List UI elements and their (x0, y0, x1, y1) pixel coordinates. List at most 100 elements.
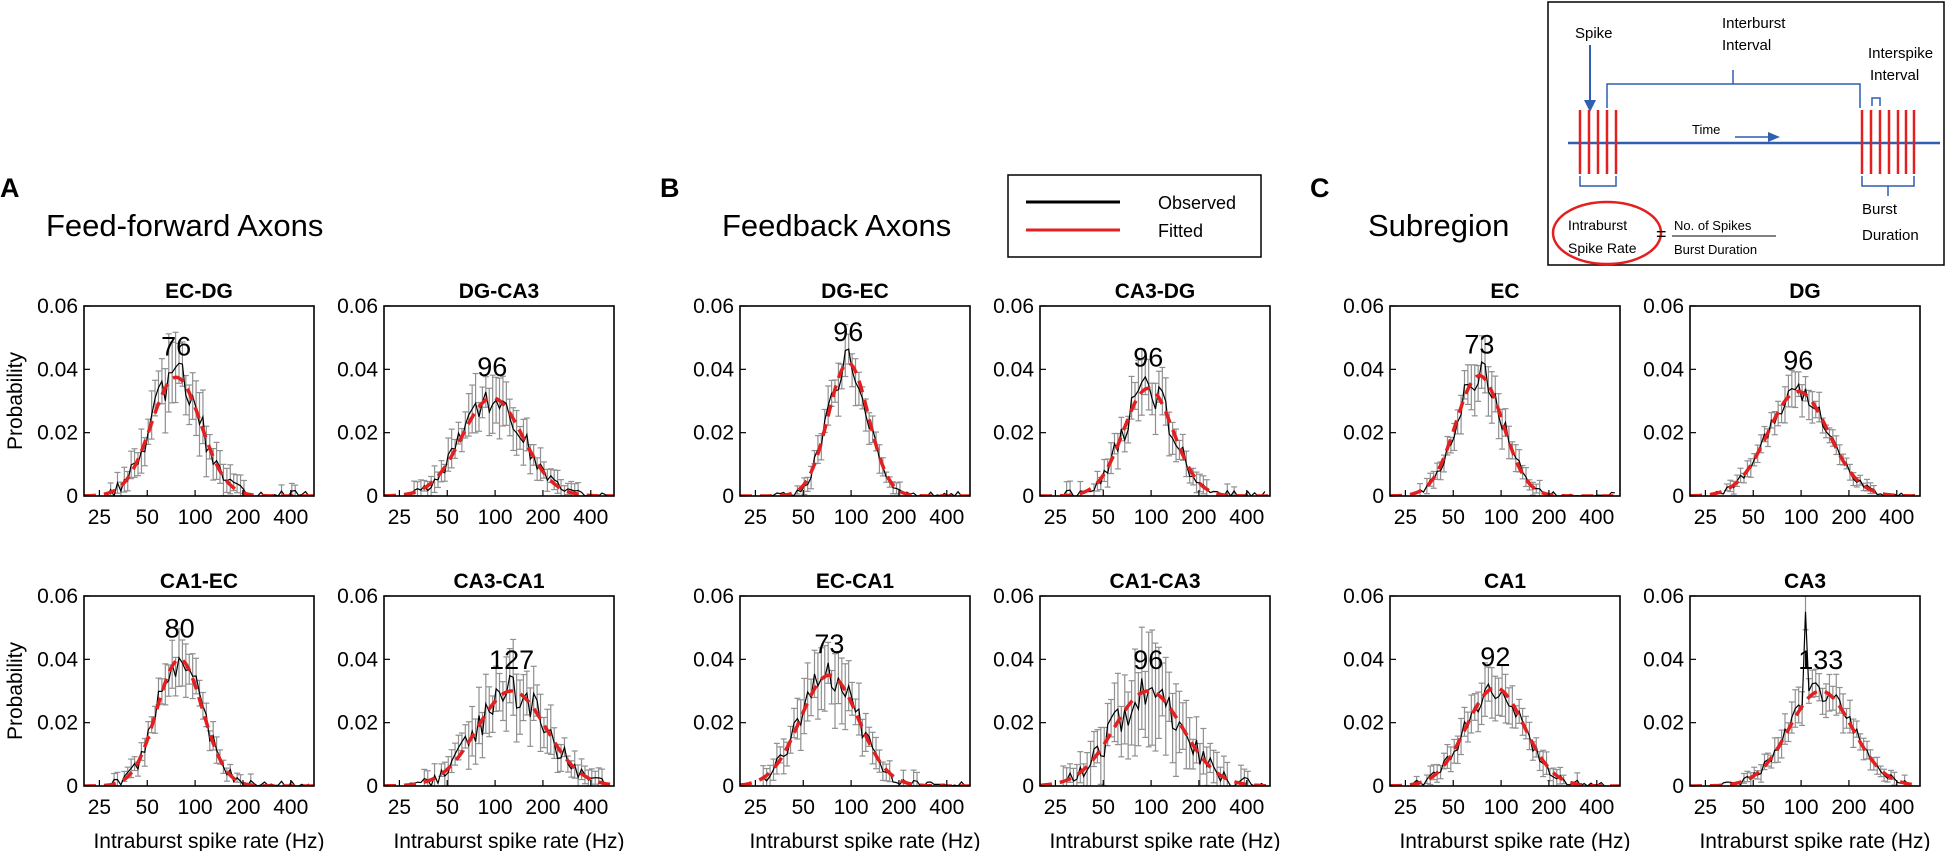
fitted-series-line (1390, 686, 1620, 786)
error-bars (411, 372, 582, 496)
x-tick-label: 400 (1879, 796, 1914, 819)
x-tick-label: 50 (136, 796, 159, 819)
axes-frame (1389, 595, 1621, 787)
schematic-intraburst-label-2: Spike Rate (1568, 240, 1637, 256)
y-tick-label: 0.02 (37, 422, 78, 445)
axes-frame (1689, 595, 1921, 787)
section-title-b: Feedback Axons (722, 208, 951, 243)
fitted-series-line (84, 375, 314, 496)
y-tick-label: 0.02 (993, 422, 1034, 445)
x-tick-label: 200 (1831, 506, 1866, 529)
x-tick-label: 200 (525, 796, 560, 819)
y-tick-label: 0.02 (693, 712, 734, 735)
x-tick-label: 25 (1044, 506, 1067, 529)
axes-frame (83, 305, 315, 497)
x-tick-label: 400 (929, 506, 964, 529)
schematic-burst-label-2: Duration (1862, 227, 1919, 244)
schematic-burst-label-1: Burst (1862, 201, 1898, 218)
schematic-rate-highlight (1551, 200, 1663, 266)
schematic-interburst-label-2: Interval (1722, 37, 1771, 54)
observed-series-line (762, 662, 966, 786)
schematic-burst1-bracket (1579, 176, 1617, 187)
y-tick-label: 0 (1372, 775, 1384, 798)
x-tick-label: 100 (1484, 506, 1519, 529)
schematic-denominator: Burst Duration (1674, 242, 1757, 257)
legend-box (1007, 174, 1262, 258)
panel-title: EC-DG (165, 280, 233, 303)
section-letter-b: B (660, 173, 680, 203)
y-tick-label: 0 (66, 775, 78, 798)
observed-series-line (106, 362, 310, 496)
x-tick-label: 400 (1879, 506, 1914, 529)
y-tick-label: 0.04 (993, 648, 1034, 671)
peak-label: 73 (1464, 330, 1494, 360)
panel-ca3-ca1: 0 0.02 0.04 0.06 25 50 100 200 400 CA3-CA1 127 Intr… (337, 570, 624, 851)
x-tick-label: 100 (1784, 796, 1819, 819)
x-tick-label: 400 (1229, 506, 1264, 529)
panel-ca1-ec: 0 0.02 0.04 0.06 25 50 100 200 400 CA1-EC 80 Probab… (4, 570, 325, 851)
x-tick-label: 100 (1134, 796, 1169, 819)
x-tick-label: 50 (436, 796, 459, 819)
peak-label: 133 (1798, 645, 1843, 675)
legend-fitted-label: Fitted (1158, 221, 1203, 241)
schematic-spike-label: Spike (1575, 25, 1613, 42)
x-tick-label: 25 (88, 796, 111, 819)
y-tick-label: 0.06 (337, 295, 378, 318)
peak-label: 80 (165, 613, 195, 643)
panel-title: DG-EC (821, 280, 889, 303)
x-tick-label: 400 (1229, 796, 1264, 819)
error-bars (1740, 596, 1908, 786)
x-tick-label: 400 (273, 796, 308, 819)
y-tick-label: 0.02 (1343, 712, 1384, 735)
panel-ca1-ca3: 0 0.02 0.04 0.06 25 50 100 200 400 CA1-CA3 96 Intra… (993, 570, 1280, 851)
burst-schematic: Spike Interburst Interval Interspike Int… (1547, 1, 1945, 266)
schematic-time-label: Time (1692, 122, 1720, 137)
y-tick-label: 0.04 (693, 648, 734, 671)
panel-title: DG (1789, 280, 1821, 303)
y-tick-label: 0.06 (993, 295, 1034, 318)
panel-title: CA3 (1784, 570, 1826, 593)
fitted-series-line (1390, 373, 1620, 496)
x-tick-label: 200 (1181, 506, 1216, 529)
y-tick-label: 0.04 (1643, 358, 1684, 381)
x-tick-label: 50 (1442, 506, 1465, 529)
panel-dg-ca3: 0 0.02 0.04 0.06 25 50 100 200 400 DG-CA3 96 (337, 280, 615, 529)
axes-frame (383, 595, 615, 787)
y-tick-label: 0 (1022, 485, 1034, 508)
observed-series-line (1062, 375, 1266, 496)
x-tick-label: 50 (1742, 796, 1765, 819)
schematic-interspike-label-1: Interspike (1868, 45, 1933, 62)
y-tick-label: 0.06 (337, 585, 378, 608)
y-tick-label: 0.06 (1343, 585, 1384, 608)
panel-ec-dg: 0 0.02 0.04 0.06 25 50 100 200 400 EC-DG 76 Probabi… (4, 280, 315, 529)
y-tick-label: 0 (1372, 485, 1384, 508)
peak-label: 92 (1480, 642, 1510, 672)
x-tick-label: 50 (1092, 796, 1115, 819)
error-bars (760, 641, 921, 786)
x-axis-label: Intraburst spike rate (Hz) (1049, 830, 1280, 851)
y-tick-label: 0.04 (1643, 648, 1684, 671)
y-tick-label: 0 (1672, 775, 1684, 798)
peak-label: 96 (1133, 342, 1163, 372)
x-tick-label: 200 (881, 506, 916, 529)
schematic-time-arrowhead (1768, 132, 1780, 142)
schematic-interspike-label-2: Interval (1870, 67, 1919, 84)
x-tick-label: 25 (1694, 796, 1717, 819)
y-axis-label: Probability (4, 641, 27, 740)
y-tick-label: 0.02 (37, 712, 78, 735)
panel-title: EC-CA1 (816, 570, 894, 593)
schematic-border (1547, 1, 1945, 266)
schematic-equals: = (1656, 224, 1667, 244)
x-axis-label: Intraburst spike rate (Hz) (93, 830, 324, 851)
x-axis-label: Intraburst spike rate (Hz) (749, 830, 980, 851)
peak-label: 96 (1783, 346, 1813, 376)
schematic-spike-arrowhead (1584, 100, 1596, 112)
x-tick-label: 25 (1394, 796, 1417, 819)
observed-series-line (1413, 360, 1615, 496)
y-tick-label: 0 (1672, 485, 1684, 508)
x-tick-label: 100 (1484, 796, 1519, 819)
x-tick-label: 25 (744, 506, 767, 529)
x-tick-label: 25 (388, 796, 411, 819)
panel-ca3: 0 0.02 0.04 0.06 25 50 100 200 400 CA3 133 Intrabur… (1643, 570, 1930, 851)
x-tick-label: 400 (1579, 506, 1614, 529)
